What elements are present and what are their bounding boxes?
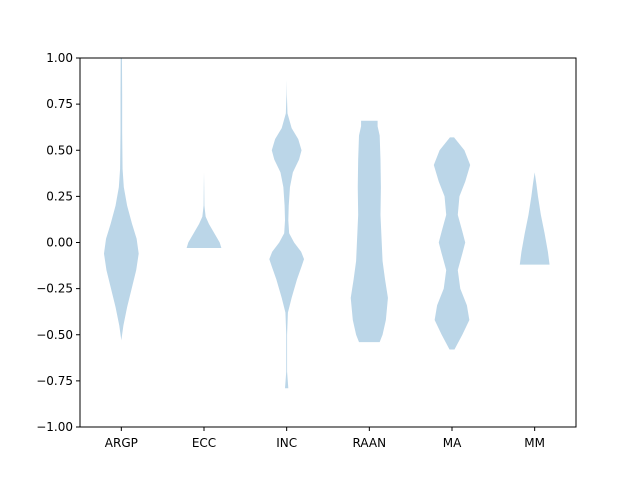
x-tick-label: ARGP [105, 436, 138, 450]
x-tick-label: RAAN [353, 436, 387, 450]
x-tick-label: ECC [192, 436, 216, 450]
y-tick-label: −1.00 [36, 420, 73, 434]
plot-frame [79, 57, 577, 428]
violin-inc [269, 80, 305, 389]
y-tick-label: −0.50 [36, 328, 73, 342]
x-axis: ARGP ECC INC RAAN MA MM [105, 427, 545, 450]
violin-argp [103, 58, 139, 341]
x-tick-label: INC [276, 436, 297, 450]
violin-ma [433, 137, 471, 350]
violin-raan [350, 120, 388, 343]
violin-ecc [186, 172, 222, 249]
violin-mm [519, 172, 550, 265]
y-tick-label: 0.75 [46, 97, 73, 111]
violins-layer [103, 58, 550, 389]
y-tick-label: 0.25 [46, 189, 73, 203]
y-tick-label: 0.00 [46, 236, 73, 250]
y-tick-label: −0.25 [36, 282, 73, 296]
y-tick-label: 1.00 [46, 51, 73, 65]
y-tick-label: 0.50 [46, 143, 73, 157]
x-tick-label: MA [443, 436, 462, 450]
x-tick-label: MM [524, 436, 545, 450]
y-axis: 1.00 0.75 0.50 0.25 0.00 −0.25 −0.50 −0.75 −1.00 [36, 51, 80, 434]
y-tick-label: −0.75 [36, 374, 73, 388]
